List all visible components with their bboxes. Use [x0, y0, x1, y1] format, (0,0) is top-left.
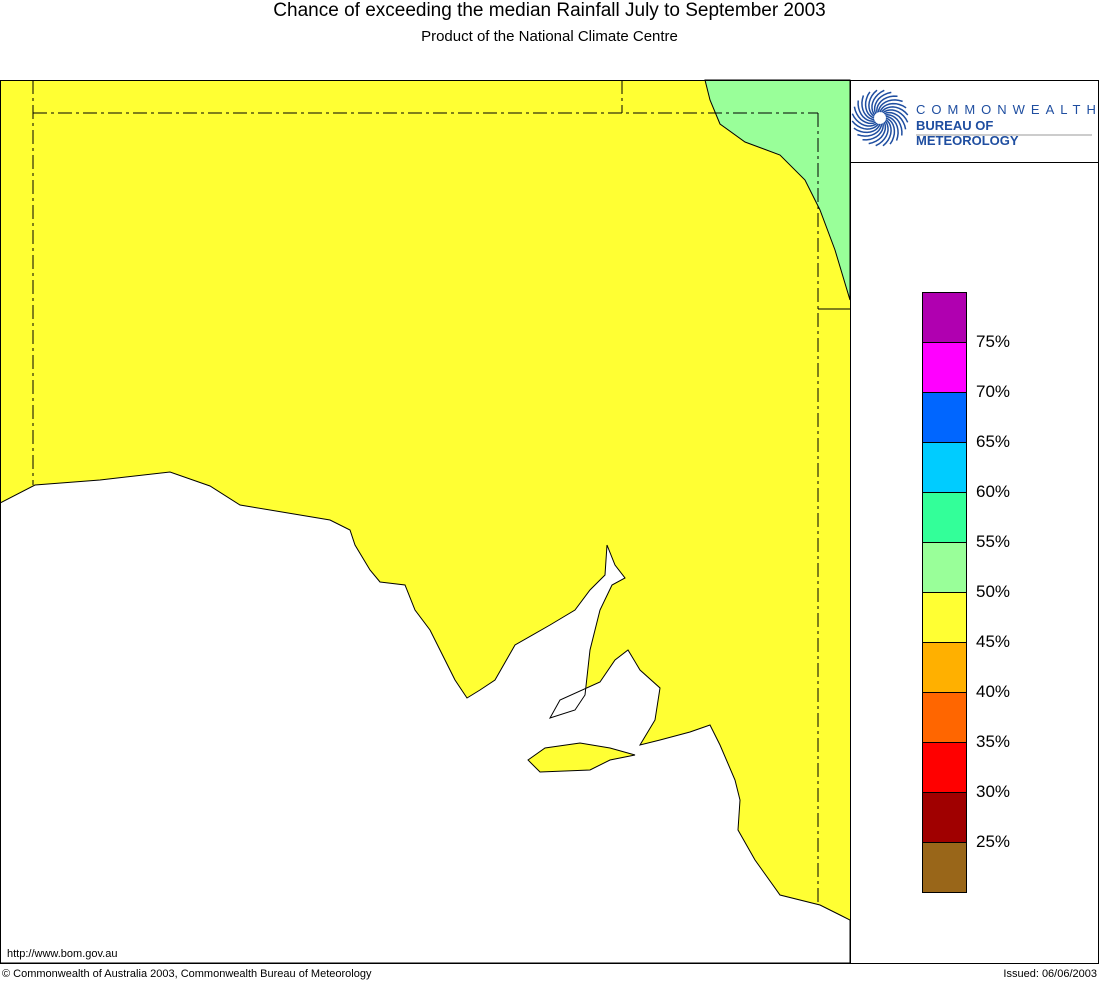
kangaroo-island [527, 742, 636, 773]
copyright-text: © Commonwealth of Australia 2003, Common… [2, 968, 372, 980]
map-subtitle: Product of the National Climate Centre [421, 28, 678, 45]
legend [922, 292, 967, 893]
map-title: Chance of exceeding the median Rainfall … [273, 0, 826, 21]
sea [0, 471, 851, 964]
legend-swatch [922, 692, 967, 743]
legend-swatch [922, 842, 967, 893]
legend-label: 40% [976, 682, 1011, 701]
legend-swatch [922, 592, 967, 643]
legend-swatch [922, 392, 967, 443]
bom-logo-icon [851, 89, 909, 147]
legend-label: 35% [976, 732, 1011, 751]
legend-swatch [922, 792, 967, 843]
logo-line2: BUREAU OF METEOROLOGY [916, 118, 1019, 148]
legend-swatch [922, 492, 967, 543]
legend-label: 70% [976, 382, 1011, 401]
legend-label: 55% [976, 532, 1011, 551]
legend-swatch [922, 342, 967, 393]
logo-line1: COMMONWEALTH [916, 102, 1099, 117]
legend-label: 45% [976, 632, 1011, 651]
legend-label: 30% [976, 782, 1011, 801]
legend-swatch [922, 742, 967, 793]
legend-swatch [922, 442, 967, 493]
legend-label: 25% [976, 832, 1011, 851]
website-link[interactable]: http://www.bom.gov.au [7, 948, 118, 960]
issued-date: Issued: 06/06/2003 [1003, 968, 1097, 980]
legend-swatch [922, 642, 967, 693]
legend-label: 65% [976, 432, 1011, 451]
legend-label: 50% [976, 582, 1011, 601]
legend-label: 60% [976, 482, 1011, 501]
legend-swatch [922, 292, 967, 343]
legend-label: 75% [976, 332, 1011, 351]
legend-swatch [922, 542, 967, 593]
district-boundaries [32, 80, 819, 905]
